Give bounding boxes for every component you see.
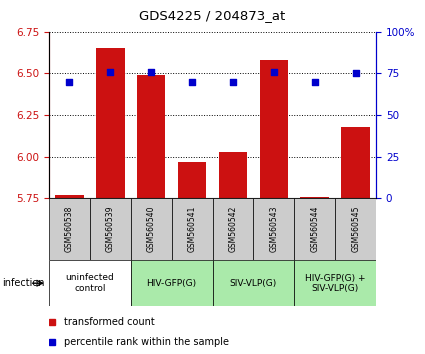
Bar (260, 60, 288, 198)
Bar (335, 198, 376, 260)
Bar (131, 260, 212, 306)
Bar (172, 198, 212, 260)
Bar (178, 162, 207, 198)
Text: infection: infection (2, 278, 45, 288)
Bar (300, 196, 329, 198)
Text: transformed count: transformed count (64, 318, 154, 327)
Text: GDS4225 / 204873_at: GDS4225 / 204873_at (139, 9, 286, 22)
Text: GSM560540: GSM560540 (147, 206, 156, 252)
Bar (137, 75, 165, 198)
Text: GSM560538: GSM560538 (65, 206, 74, 252)
Text: uninfected
control: uninfected control (65, 274, 114, 293)
Text: GSM560544: GSM560544 (310, 206, 319, 252)
Bar (90, 198, 131, 260)
Point (352, 71, 359, 76)
Bar (96, 48, 125, 198)
Bar (49, 198, 90, 260)
Bar (253, 198, 294, 260)
Bar (218, 152, 247, 198)
Text: SIV-VLP(G): SIV-VLP(G) (230, 279, 277, 288)
Bar (212, 260, 294, 306)
Text: GSM560545: GSM560545 (351, 206, 360, 252)
Point (107, 69, 113, 75)
Text: GSM560539: GSM560539 (106, 206, 115, 252)
Point (312, 79, 318, 85)
Bar (294, 198, 335, 260)
Text: GSM560541: GSM560541 (187, 206, 196, 252)
Point (148, 69, 155, 75)
Bar (131, 198, 172, 260)
Text: GSM560542: GSM560542 (229, 206, 238, 252)
Point (270, 69, 277, 75)
Point (189, 79, 196, 85)
Bar (294, 260, 376, 306)
Bar (212, 198, 253, 260)
Point (66, 79, 73, 85)
Bar (55, 195, 84, 198)
Point (230, 79, 236, 85)
Bar (49, 260, 131, 306)
Text: percentile rank within the sample: percentile rank within the sample (64, 337, 229, 347)
Text: HIV-GFP(G) +
SIV-VLP(G): HIV-GFP(G) + SIV-VLP(G) (305, 274, 366, 293)
Bar (341, 127, 370, 198)
Text: GSM560543: GSM560543 (269, 206, 278, 252)
Text: HIV-GFP(G): HIV-GFP(G) (147, 279, 197, 288)
